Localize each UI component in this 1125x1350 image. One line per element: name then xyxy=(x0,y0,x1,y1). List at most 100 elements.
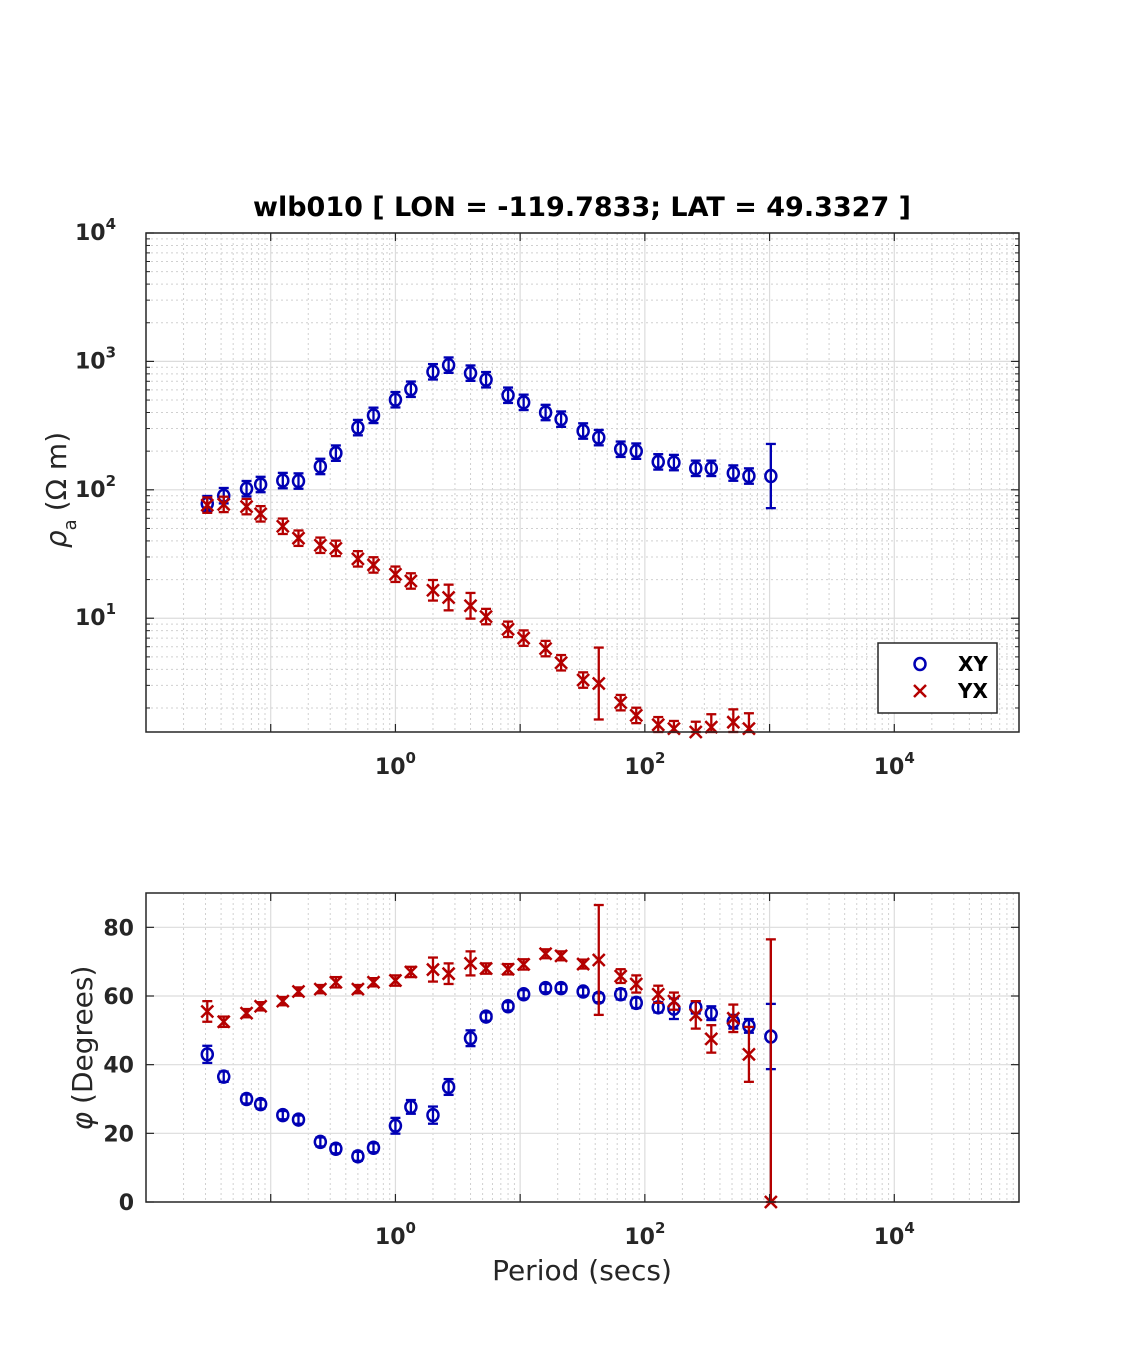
data-point-yx xyxy=(216,497,231,512)
data-point-xy xyxy=(329,1141,343,1157)
phase-y-tick-label: 80 xyxy=(103,916,134,941)
data-point-xy xyxy=(388,1118,403,1134)
tick-base: 10 xyxy=(874,1225,905,1250)
phase-y-tick-label: 0 xyxy=(119,1191,134,1216)
tick-exponent: 2 xyxy=(106,472,116,490)
data-point-xy xyxy=(366,1140,381,1156)
data-point-xy xyxy=(351,1149,365,1164)
data-point-xy xyxy=(629,443,643,459)
data-point-xy xyxy=(291,473,306,489)
data-point-xy xyxy=(200,1047,215,1062)
data-point-xy xyxy=(629,995,643,1011)
data-point-yx xyxy=(351,551,365,566)
data-point-xy xyxy=(239,1091,254,1107)
data-point-xy xyxy=(667,455,681,470)
data-point-xy xyxy=(501,999,515,1014)
data-point-yx xyxy=(313,982,328,997)
phase-x-tick-label: 104 xyxy=(874,1219,915,1250)
data-point-xy xyxy=(479,1009,493,1024)
data-point-yx xyxy=(463,956,478,971)
data-point-xy xyxy=(726,465,741,481)
data-point-yx xyxy=(591,676,606,691)
resistivity-plot-area xyxy=(146,233,1019,732)
resistivity-x-tick-label: 100 xyxy=(375,749,416,780)
data-point-yx xyxy=(253,999,268,1014)
data-point-yx xyxy=(613,969,628,983)
phase-unit: (Degrees) xyxy=(66,966,99,1104)
data-point-xy xyxy=(651,454,665,470)
data-point-xy xyxy=(742,468,756,484)
data-point-yx xyxy=(726,1011,741,1026)
data-point-yx xyxy=(239,1006,254,1021)
data-point-xy xyxy=(613,441,628,457)
data-point-xy xyxy=(613,987,628,1002)
data-point-xy xyxy=(463,365,478,381)
data-point-yx xyxy=(388,973,403,988)
data-point-xy xyxy=(426,364,440,380)
data-point-yx xyxy=(313,538,328,553)
data-point-yx xyxy=(328,541,343,556)
data-point-yx xyxy=(629,708,644,723)
data-point-xy xyxy=(313,459,328,474)
data-point-xy xyxy=(689,461,703,476)
data-point-yx xyxy=(726,715,741,730)
data-point-yx xyxy=(403,574,418,588)
data-point-yx xyxy=(200,498,215,513)
data-point-xy xyxy=(329,445,343,461)
data-point-yx xyxy=(275,994,290,1009)
data-point-yx xyxy=(667,994,681,1009)
resistivity-y-tick-label: 101 xyxy=(75,600,116,631)
data-point-yx xyxy=(554,948,568,963)
resistivity-x-tick-label: 104 xyxy=(874,749,915,780)
data-point-yx xyxy=(704,1032,719,1046)
data-point-xy xyxy=(216,1069,231,1084)
phi-symbol: φ xyxy=(66,1111,99,1130)
data-point-xy xyxy=(479,372,493,387)
data-point-xy xyxy=(554,980,568,996)
resistivity-series xyxy=(200,356,778,739)
data-point-xy xyxy=(366,408,381,423)
tick-exponent: 2 xyxy=(655,749,665,767)
legend-yx-marker xyxy=(913,684,927,698)
data-point-yx xyxy=(501,962,515,977)
legend: XY YX xyxy=(877,642,998,714)
phase-y-tick-label: 60 xyxy=(103,985,134,1010)
data-point-yx xyxy=(576,957,591,971)
phase-series-yx xyxy=(200,903,778,1209)
tick-exponent: 0 xyxy=(406,1219,416,1237)
phase-y-axis-label: φ (Degrees) xyxy=(66,966,99,1131)
tick-base: 10 xyxy=(75,606,106,631)
data-point-yx xyxy=(291,984,306,999)
phase-series xyxy=(200,903,778,1209)
data-point-yx xyxy=(200,1004,215,1019)
data-point-xy xyxy=(276,1107,290,1123)
data-point-yx xyxy=(742,1047,756,1062)
chart-title: wlb010 [ LON = -119.7833; LAT = 49.3327 … xyxy=(253,192,911,223)
data-point-xy xyxy=(291,1112,306,1127)
data-point-xy xyxy=(239,481,254,496)
tick-exponent: 4 xyxy=(904,749,914,767)
phase-y-tick-label: 40 xyxy=(103,1054,134,1079)
tick-exponent: 0 xyxy=(406,749,416,767)
data-point-yx xyxy=(613,695,628,710)
data-point-xy xyxy=(404,1099,418,1115)
data-point-xy xyxy=(253,477,268,492)
data-point-xy xyxy=(592,430,606,445)
phase-x-tick-label: 102 xyxy=(624,1219,665,1250)
data-point-yx xyxy=(216,1014,231,1029)
tick-base: 10 xyxy=(624,755,655,780)
data-point-yx xyxy=(576,673,591,687)
data-point-yx xyxy=(554,655,568,670)
tick-base: 10 xyxy=(375,755,406,780)
tick-base: 10 xyxy=(75,221,106,246)
data-point-xy xyxy=(538,405,553,420)
tick-base: 10 xyxy=(375,1225,406,1250)
resistivity-series-yx xyxy=(200,495,756,739)
phase-y-tick-label: 20 xyxy=(103,1122,134,1147)
data-point-yx xyxy=(275,519,290,534)
tick-base: 10 xyxy=(75,478,106,503)
data-point-yx xyxy=(516,957,531,972)
resistivity-y-axis-label: ρa (Ω m) xyxy=(40,432,81,548)
